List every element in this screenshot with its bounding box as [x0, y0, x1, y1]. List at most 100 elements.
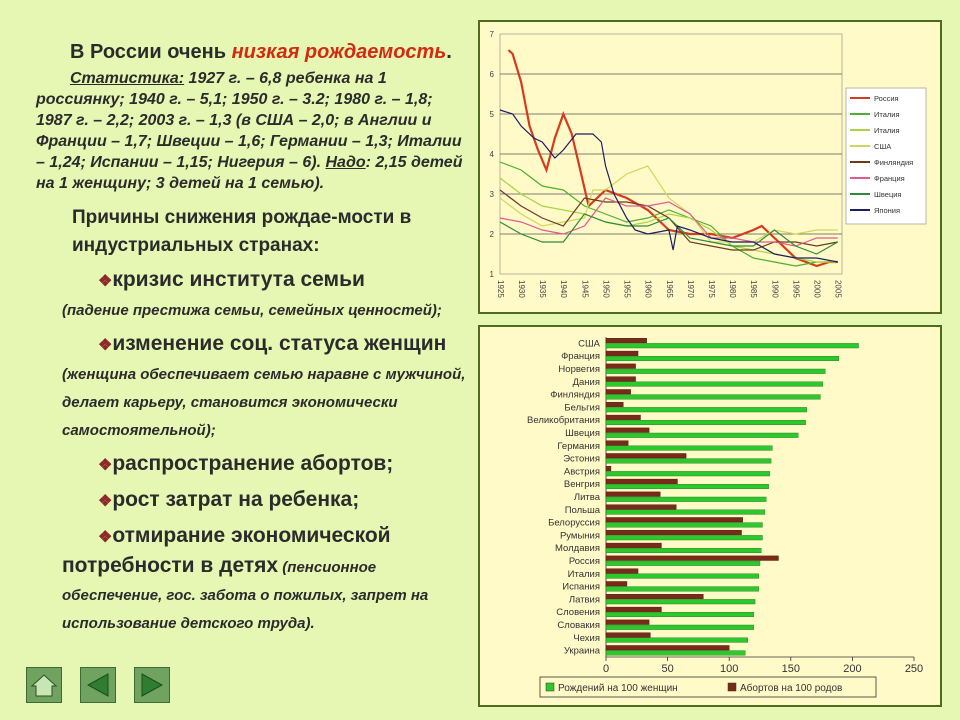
reason-detail: (женщина обеспечивает семью наравне с му… — [62, 366, 466, 439]
diamond-bullet-icon: ❖ — [98, 457, 113, 474]
x-tick-label: 100 — [720, 663, 738, 675]
legend-box — [539, 676, 877, 698]
births-bar — [605, 483, 769, 490]
abortion-bar — [605, 517, 743, 523]
category-label: Финляндия — [550, 390, 600, 401]
category-label: Дания — [573, 377, 600, 388]
category-label: Молдавия — [555, 543, 600, 554]
legend-label: Россия — [874, 94, 899, 103]
abortion-bar — [605, 619, 650, 625]
previous-button[interactable] — [80, 667, 116, 703]
x-tick-label: 1945 — [580, 280, 589, 298]
x-tick-label: 1950 — [601, 280, 610, 298]
x-tick-label: 1930 — [517, 280, 526, 298]
births-bar — [605, 650, 746, 656]
statistics-text: 1927 г. – 6,8 ребенка на 1 россиянку; 19… — [36, 70, 462, 171]
reason-item: ❖распространение абортов; — [38, 450, 468, 480]
x-tick-label: 2000 — [813, 280, 822, 298]
abortion-bar — [605, 581, 628, 587]
reasons-block: Причины снижения рождае-мости в индустри… — [38, 204, 468, 637]
births-bar — [605, 381, 824, 387]
abortion-bar — [605, 427, 650, 433]
legend-label: Швеция — [874, 190, 902, 199]
births-bar — [605, 445, 773, 451]
births-abortions-bar-chart: 0 50 100 150 200 250 США Франция Норвегия Дания Фи… — [527, 337, 923, 698]
abortion-bar — [605, 530, 742, 536]
y-tick-label: 4 — [490, 150, 495, 159]
abortion-bar — [605, 440, 629, 446]
category-label: Бельгия — [564, 402, 600, 413]
y-tick-label: 7 — [490, 30, 495, 39]
home-button[interactable] — [26, 667, 62, 703]
legend-swatch — [727, 682, 737, 692]
births-bar — [605, 368, 826, 374]
text-column: В России очень низкая рождаемость. Стати… — [36, 40, 468, 637]
reason-detail: (пенсионное обеспечение, гос. забота о п… — [62, 559, 429, 632]
category-label: Норвегия — [558, 364, 600, 375]
births-bar — [605, 547, 762, 554]
x-tick-label: 1940 — [559, 280, 568, 298]
abortion-bar — [605, 594, 704, 600]
title-highlight: низкая рождаемость — [231, 41, 447, 63]
abortion-bar — [605, 491, 661, 497]
abortion-bar — [605, 606, 662, 612]
abortion-bar — [605, 504, 677, 510]
abortion-bar — [605, 453, 687, 459]
legend-label: Рождений на 100 женщин — [558, 683, 678, 694]
x-tick-label: 1995 — [791, 280, 800, 298]
reasons-heading: Причины снижения рождае-мости в индустри… — [72, 207, 412, 256]
reason-title: распространение абортов; — [112, 452, 394, 475]
x-tick-label: 1960 — [644, 280, 653, 298]
births-bar — [605, 356, 840, 362]
births-bar — [605, 458, 772, 464]
x-tick-label: 150 — [782, 663, 800, 675]
reason-item: ❖рост затрат на ребенка; — [38, 486, 468, 516]
abortion-bar — [605, 542, 662, 548]
series-line — [499, 197, 838, 247]
series-line — [499, 161, 838, 267]
abortion-bar — [605, 338, 647, 344]
diamond-bullet-icon: ❖ — [98, 337, 113, 354]
arrow-right-icon — [141, 673, 164, 697]
abortion-bar — [605, 478, 678, 484]
y-tick-label: 3 — [490, 190, 495, 199]
x-tick-label: 0 — [603, 663, 609, 675]
x-tick-label: 1985 — [749, 280, 758, 298]
arrow-left-icon — [86, 673, 109, 697]
x-tick-label: 1970 — [686, 280, 695, 298]
category-label: Россия — [569, 556, 600, 567]
diamond-bullet-icon: ❖ — [98, 493, 113, 510]
reason-title: изменение соц. статуса женщин — [112, 332, 447, 355]
reason-item: ❖отмирание экономической потребности в д… — [38, 522, 468, 637]
births-bar — [605, 535, 763, 541]
home-icon — [30, 674, 58, 697]
births-bar — [605, 599, 756, 605]
category-label: Венгрия — [564, 479, 600, 490]
title-part: В России очень — [70, 41, 232, 63]
legend-label: Италия — [874, 110, 900, 119]
statistics-label: Статистика: — [70, 70, 185, 87]
x-tick-label: 250 — [905, 663, 923, 675]
next-button[interactable] — [134, 667, 170, 703]
reason-title: рост затрат на ребенка; — [112, 488, 360, 511]
legend-label: Франция — [874, 174, 905, 183]
slide-title: В России очень низкая рождаемость. — [70, 40, 468, 64]
births-bar — [605, 573, 759, 579]
x-tick-label: 50 — [661, 663, 673, 675]
y-tick-label: 2 — [490, 230, 495, 239]
births-bar — [605, 432, 799, 438]
series-line — [499, 165, 838, 243]
births-bar — [605, 612, 755, 618]
category-label: Италия — [568, 569, 600, 580]
category-label: Эстония — [563, 454, 600, 465]
births-bar — [605, 394, 821, 400]
births-bar — [605, 407, 808, 413]
x-tick-label: 2005 — [834, 280, 843, 298]
series-line — [499, 109, 838, 263]
legend-label: США — [874, 142, 891, 151]
need-label: Надо — [325, 154, 366, 171]
x-tick-label: 1935 — [538, 280, 547, 298]
category-label: Великобритания — [527, 415, 600, 426]
y-tick-label: 5 — [490, 110, 495, 119]
births-bar — [605, 509, 766, 515]
